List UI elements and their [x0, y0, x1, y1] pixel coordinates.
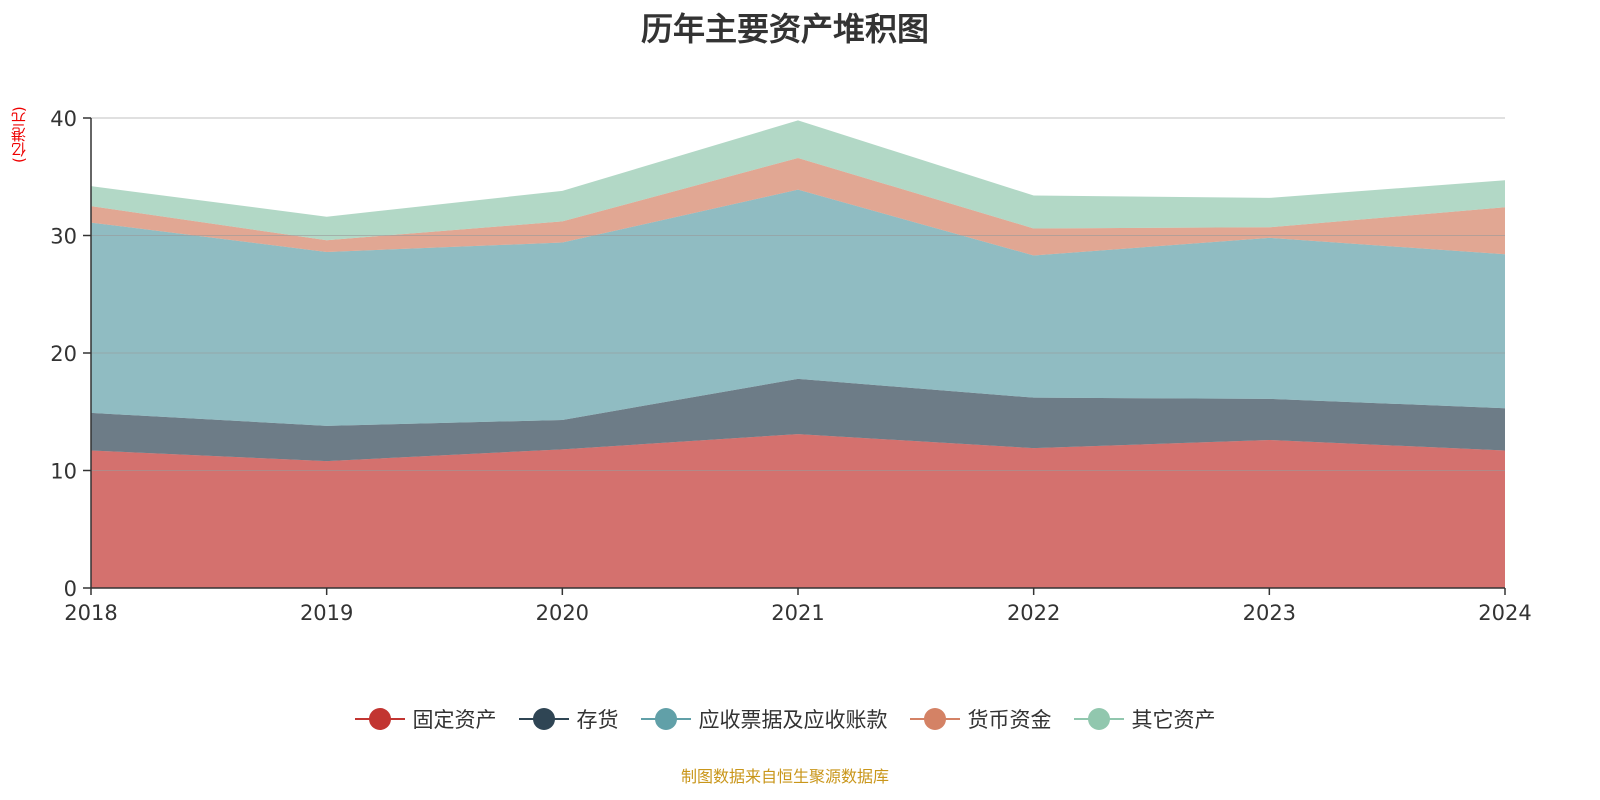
y-tick-label: 40	[50, 107, 77, 131]
legend-marker-icon	[1073, 707, 1124, 731]
legend-label: 固定资产	[412, 708, 497, 732]
legend-marker-icon	[640, 707, 691, 731]
x-tick-label: 2019	[300, 601, 353, 625]
x-tick-label: 2023	[1243, 601, 1296, 625]
legend-label: 其它资产	[1131, 708, 1216, 732]
y-tick-label: 10	[50, 460, 77, 484]
x-tick-label: 2022	[1007, 601, 1060, 625]
legend: 固定资产 存货 应收票据及应收账款 货币资金 其它资产	[0, 704, 1570, 734]
x-tick-label: 2020	[536, 601, 589, 625]
source-note: 制图数据来自恒生聚源数据库	[680, 767, 889, 786]
area-series-1[interactable]	[91, 378, 1505, 462]
area-series-2[interactable]	[91, 189, 1505, 426]
area-series-0[interactable]	[91, 434, 1505, 588]
y-tick-label: 30	[50, 225, 77, 249]
legend-marker-icon	[909, 707, 960, 731]
stacked-area-chart: 0 10 20 30 40 2018 2019 2020 2021 2022 2023 2024	[50, 107, 1531, 625]
y-tick-label: 0	[64, 577, 77, 601]
legend-label: 存货	[576, 708, 619, 732]
y-tick-label: 20	[50, 342, 77, 366]
chart-title: 历年主要资产堆积图	[640, 10, 929, 48]
legend-item[interactable]: 其它资产	[1073, 704, 1216, 734]
x-tick-label: 2021	[771, 601, 824, 625]
legend-label: 应收票据及应收账款	[698, 708, 888, 732]
area-series-4[interactable]	[91, 120, 1505, 241]
x-tick-label: 2018	[64, 601, 117, 625]
legend-label: 货币资金	[967, 708, 1052, 732]
legend-item[interactable]: 固定资产	[354, 704, 497, 734]
legend-item[interactable]: 货币资金	[909, 704, 1052, 734]
legend-item[interactable]: 存货	[518, 704, 619, 734]
x-tick-label: 2024	[1478, 601, 1531, 625]
legend-item[interactable]: 应收票据及应收账款	[640, 704, 888, 734]
area-series-3[interactable]	[91, 157, 1505, 256]
legend-marker-icon	[518, 707, 569, 731]
legend-marker-icon	[354, 707, 405, 731]
